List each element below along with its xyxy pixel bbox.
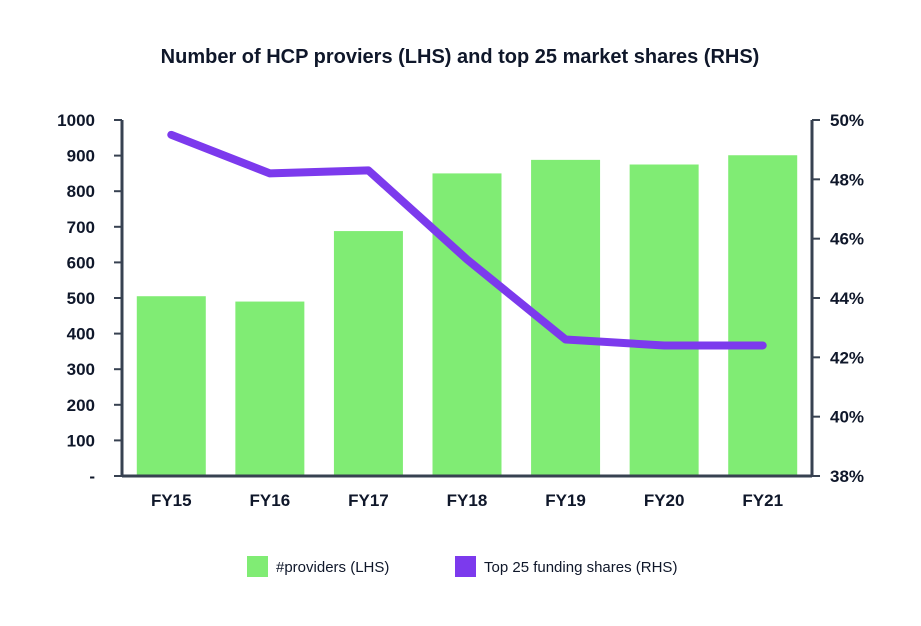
left-tick-label: 600 bbox=[67, 253, 95, 272]
bar-fy15 bbox=[136, 296, 206, 476]
bar-series bbox=[136, 155, 798, 476]
line-point-fy20 bbox=[663, 344, 665, 346]
chart-title: Number of HCP proviers (LHS) and top 25 … bbox=[161, 46, 760, 68]
line-point-fy16 bbox=[269, 172, 271, 174]
right-tick-label: 40% bbox=[830, 408, 864, 427]
x-axis: FY15 FY16 FY17 FY18 FY19 FY20 FY21 bbox=[122, 474, 812, 510]
bar-fy21 bbox=[728, 155, 798, 476]
x-tick-label-fy21: FY21 bbox=[742, 491, 783, 510]
right-tick-label: 42% bbox=[830, 348, 864, 367]
right-tick-label: 50% bbox=[830, 111, 864, 130]
left-tick-label: 700 bbox=[67, 218, 95, 237]
left-tick-label: 800 bbox=[67, 182, 95, 201]
line-point-fy18 bbox=[466, 258, 468, 260]
line-series bbox=[167, 130, 767, 350]
left-tick-label: 300 bbox=[67, 360, 95, 379]
right-tick-label: 44% bbox=[830, 289, 864, 308]
legend-swatch-top25-share bbox=[455, 556, 476, 577]
x-tick-label-fy18: FY18 bbox=[447, 491, 488, 510]
x-tick-label-fy19: FY19 bbox=[545, 491, 586, 510]
x-tick-label-fy20: FY20 bbox=[644, 491, 685, 510]
line-point-fy19 bbox=[565, 339, 567, 341]
right-tick-label: 46% bbox=[830, 230, 864, 249]
legend: #providers (LHS) Top 25 funding shares (… bbox=[247, 556, 677, 577]
x-tick-label-fy17: FY17 bbox=[348, 491, 389, 510]
bar-fy16 bbox=[235, 301, 305, 476]
legend-label-top25-share: Top 25 funding shares (RHS) bbox=[484, 559, 677, 576]
left-tick-label: 400 bbox=[67, 325, 95, 344]
right-tick-label: 38% bbox=[830, 467, 864, 486]
left-tick-label: 500 bbox=[67, 289, 95, 308]
right-y-axis: 38% 40% 42% 44% 46% 48% 50% bbox=[810, 111, 864, 486]
line-point-fy15 bbox=[170, 134, 172, 136]
left-tick-label: 100 bbox=[67, 431, 95, 450]
x-tick-label-fy15: FY15 bbox=[151, 491, 192, 510]
bar-fy20 bbox=[629, 164, 699, 476]
left-tick-label: - bbox=[89, 467, 95, 486]
legend-label-providers: #providers (LHS) bbox=[276, 559, 389, 576]
left-tick-label: 900 bbox=[67, 147, 95, 166]
bar-fy18 bbox=[432, 173, 502, 476]
legend-swatch-providers bbox=[247, 556, 268, 577]
left-tick-label: 200 bbox=[67, 396, 95, 415]
line-point-fy17 bbox=[367, 169, 369, 171]
bar-fy17 bbox=[333, 231, 403, 476]
left-tick-label: 1000 bbox=[57, 111, 95, 130]
right-tick-label: 48% bbox=[830, 170, 864, 189]
left-y-axis: - 100 200 300 400 500 600 700 800 900 1000 bbox=[57, 111, 124, 486]
line-point-fy21 bbox=[762, 344, 764, 346]
x-tick-label-fy16: FY16 bbox=[250, 491, 291, 510]
